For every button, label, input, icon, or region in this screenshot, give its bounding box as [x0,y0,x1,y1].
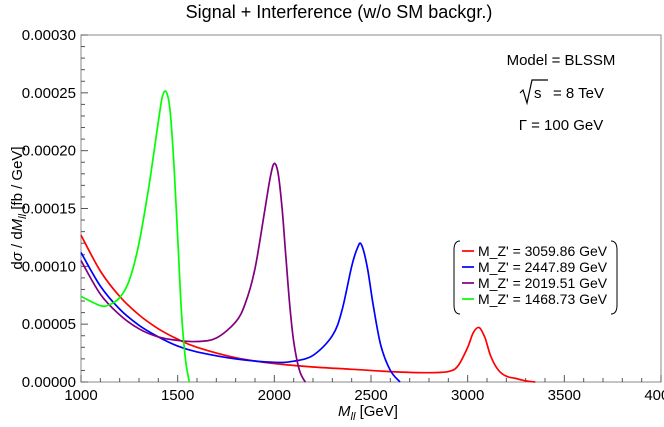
x-tick-label: 3000 [451,387,484,404]
legend-label-2: M_Z' = 2447.89 GeV [478,259,608,275]
x-tick-label: 3500 [548,387,581,404]
x-tick-label: 2000 [258,387,291,404]
width-annotation: Γ = 100 GeV [519,117,604,134]
y-tick-label: 0.00010 [22,258,76,275]
series-line-2 [80,242,401,383]
legend-label-1: M_Z' = 3059.86 GeV [478,243,608,259]
x-tick-label: 4000 [644,387,664,404]
model-annotation: Model = BLSSM [507,52,616,69]
x-tick-label: 1500 [161,387,194,404]
x-tick-label: 1000 [64,387,97,404]
x-axis: 1000 1500 2000 2500 3000 3500 4000 [64,375,664,404]
sqrt-s-annotation: s = 8 TeV [519,79,604,106]
series-line-3 [80,162,307,383]
series-layer [80,90,536,383]
y-tick-label: 0.00020 [22,143,76,160]
sqrt-s-symbol: s [534,85,542,102]
x-axis-label: Mll [GeV] [338,403,398,423]
y-axis: 0.00000 0.00005 0.00010 0.00015 0.00020 0.000… [22,27,88,391]
y-tick-label: 0.00000 [22,374,76,391]
legend-right-bracket [610,240,618,315]
legend-label-3: M_Z' = 2019.51 GeV [478,275,608,291]
series-line-1 [80,234,536,383]
y-tick-label: 0.00030 [22,27,76,44]
y-tick-label: 0.00025 [22,85,76,102]
sqrt-s-value: = 8 TeV [553,85,604,102]
legend-label-4: M_Z' = 1468.73 GeV [478,291,608,307]
sqrt-symbol-icon [519,79,548,106]
series-line-4 [80,90,191,383]
y-axis-label: dσ / dMll [fb / GeV] [9,146,29,269]
y-tick-label: 0.00015 [22,201,76,218]
chart-title: Signal + Interference (w/o SM backgr.) [186,2,493,22]
legend-left-bracket [453,240,461,315]
y-tick-label: 0.00005 [22,316,76,333]
x-tick-label: 2500 [354,387,387,404]
